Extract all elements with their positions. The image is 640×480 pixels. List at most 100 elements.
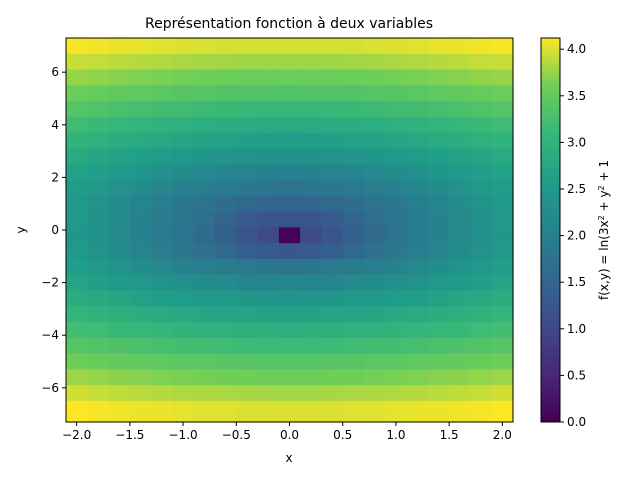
heatmap-cell — [172, 243, 195, 260]
heatmap-cell — [406, 306, 429, 323]
heatmap-cell — [470, 258, 493, 276]
heatmap-cell — [129, 85, 152, 102]
heatmap-cell — [215, 53, 237, 71]
heatmap-cell — [257, 353, 280, 370]
x-tick-label: −1.5 — [115, 428, 144, 442]
y-tick-label: −4 — [41, 328, 59, 342]
heatmap-cell — [87, 369, 110, 386]
heatmap-cell — [108, 385, 131, 402]
heatmap-cell — [491, 101, 514, 118]
heatmap-cell — [108, 337, 131, 355]
heatmap-cell — [491, 69, 514, 86]
heatmap-cell — [215, 132, 237, 150]
heatmap-cell — [470, 227, 493, 244]
heatmap-cell — [321, 101, 344, 118]
heatmap-cell — [257, 38, 280, 55]
heatmap-cell — [278, 337, 301, 355]
heatmap-cell — [215, 400, 237, 423]
heatmap-cell — [449, 337, 472, 355]
heatmap-cell — [406, 385, 429, 402]
heatmap-cell — [449, 164, 472, 181]
heatmap-cell — [470, 369, 493, 386]
heatmap-cell — [470, 385, 493, 402]
heatmap-cell — [257, 290, 280, 307]
heatmap-cell — [129, 38, 152, 55]
heatmap-cell — [385, 290, 408, 307]
heatmap-cell — [491, 116, 514, 134]
heatmap-cell — [321, 322, 344, 339]
heatmap-cell — [364, 101, 386, 118]
heatmap-cell — [108, 195, 131, 213]
heatmap-cell — [236, 211, 259, 228]
heatmap-cell — [129, 337, 152, 355]
heatmap-cell — [278, 132, 301, 150]
heatmap-cell — [215, 385, 237, 402]
heatmap-cell — [342, 211, 365, 228]
heatmap-cell — [87, 116, 110, 134]
heatmap-cell — [236, 148, 259, 165]
heatmap-cell — [491, 85, 514, 102]
heatmap-cell — [108, 85, 131, 102]
heatmap-cell — [427, 243, 450, 260]
heatmap-cell — [364, 274, 386, 292]
heatmap-cell — [364, 400, 386, 423]
heatmap-cell — [342, 243, 365, 260]
heatmap-cell — [449, 38, 472, 55]
heatmap-cell — [342, 227, 365, 244]
heatmap-cell — [300, 322, 323, 339]
heatmap-cell — [300, 101, 323, 118]
heatmap-cell — [193, 274, 216, 292]
heatmap-cell — [151, 38, 174, 55]
heatmap-cell — [108, 258, 131, 276]
heatmap-cell — [342, 290, 365, 307]
heatmap-cell — [470, 180, 493, 197]
heatmap-cell — [427, 353, 450, 370]
heatmap-cell — [151, 337, 174, 355]
heatmap-cell — [300, 195, 323, 213]
heatmap-cell — [236, 132, 259, 150]
heatmap-cell — [427, 101, 450, 118]
heatmap-cell — [172, 53, 195, 71]
colorbar-tick-label: 3.0 — [567, 135, 586, 149]
heatmap-cell — [108, 306, 131, 323]
heatmap-cell — [257, 211, 280, 228]
heatmap-cell — [236, 195, 259, 213]
heatmap-cell — [406, 101, 429, 118]
heatmap-cell — [172, 337, 195, 355]
colorbar-tick-label: 1.0 — [567, 322, 586, 336]
heatmap-cell — [364, 258, 386, 276]
heatmap-cell — [236, 116, 259, 134]
heatmap-cell — [129, 53, 152, 71]
heatmap-cell — [257, 227, 280, 244]
heatmap-cell — [321, 195, 344, 213]
heatmap-cell — [406, 69, 429, 86]
heatmap-cell — [321, 132, 344, 150]
heatmap-cell — [300, 227, 323, 244]
y-tick-label: 4 — [51, 118, 59, 132]
heatmap-cell — [321, 148, 344, 165]
heatmap-cell — [342, 400, 365, 423]
heatmap-cell — [108, 116, 131, 134]
heatmap-cell — [491, 290, 514, 307]
heatmap-cell — [66, 164, 88, 181]
heatmap-cell — [215, 337, 237, 355]
heatmap-cell — [406, 290, 429, 307]
y-tick-label: 0 — [51, 223, 59, 237]
heatmap-cell — [364, 385, 386, 402]
heatmap-cell — [66, 290, 88, 307]
heatmap-cell — [193, 53, 216, 71]
heatmap-cell — [108, 322, 131, 339]
heatmap-cell — [66, 38, 88, 55]
heatmap-cell — [449, 322, 472, 339]
heatmap-cell — [342, 53, 365, 71]
heatmap-cell — [278, 369, 301, 386]
heatmap-cell — [278, 385, 301, 402]
heatmap-cell — [172, 69, 195, 86]
heatmap-cell — [385, 53, 408, 71]
heatmap-cell — [470, 322, 493, 339]
heatmap-cell — [385, 258, 408, 276]
heatmap-cell — [427, 290, 450, 307]
heatmap-cell — [215, 195, 237, 213]
heatmap-cell — [449, 243, 472, 260]
heatmap-cell — [108, 69, 131, 86]
